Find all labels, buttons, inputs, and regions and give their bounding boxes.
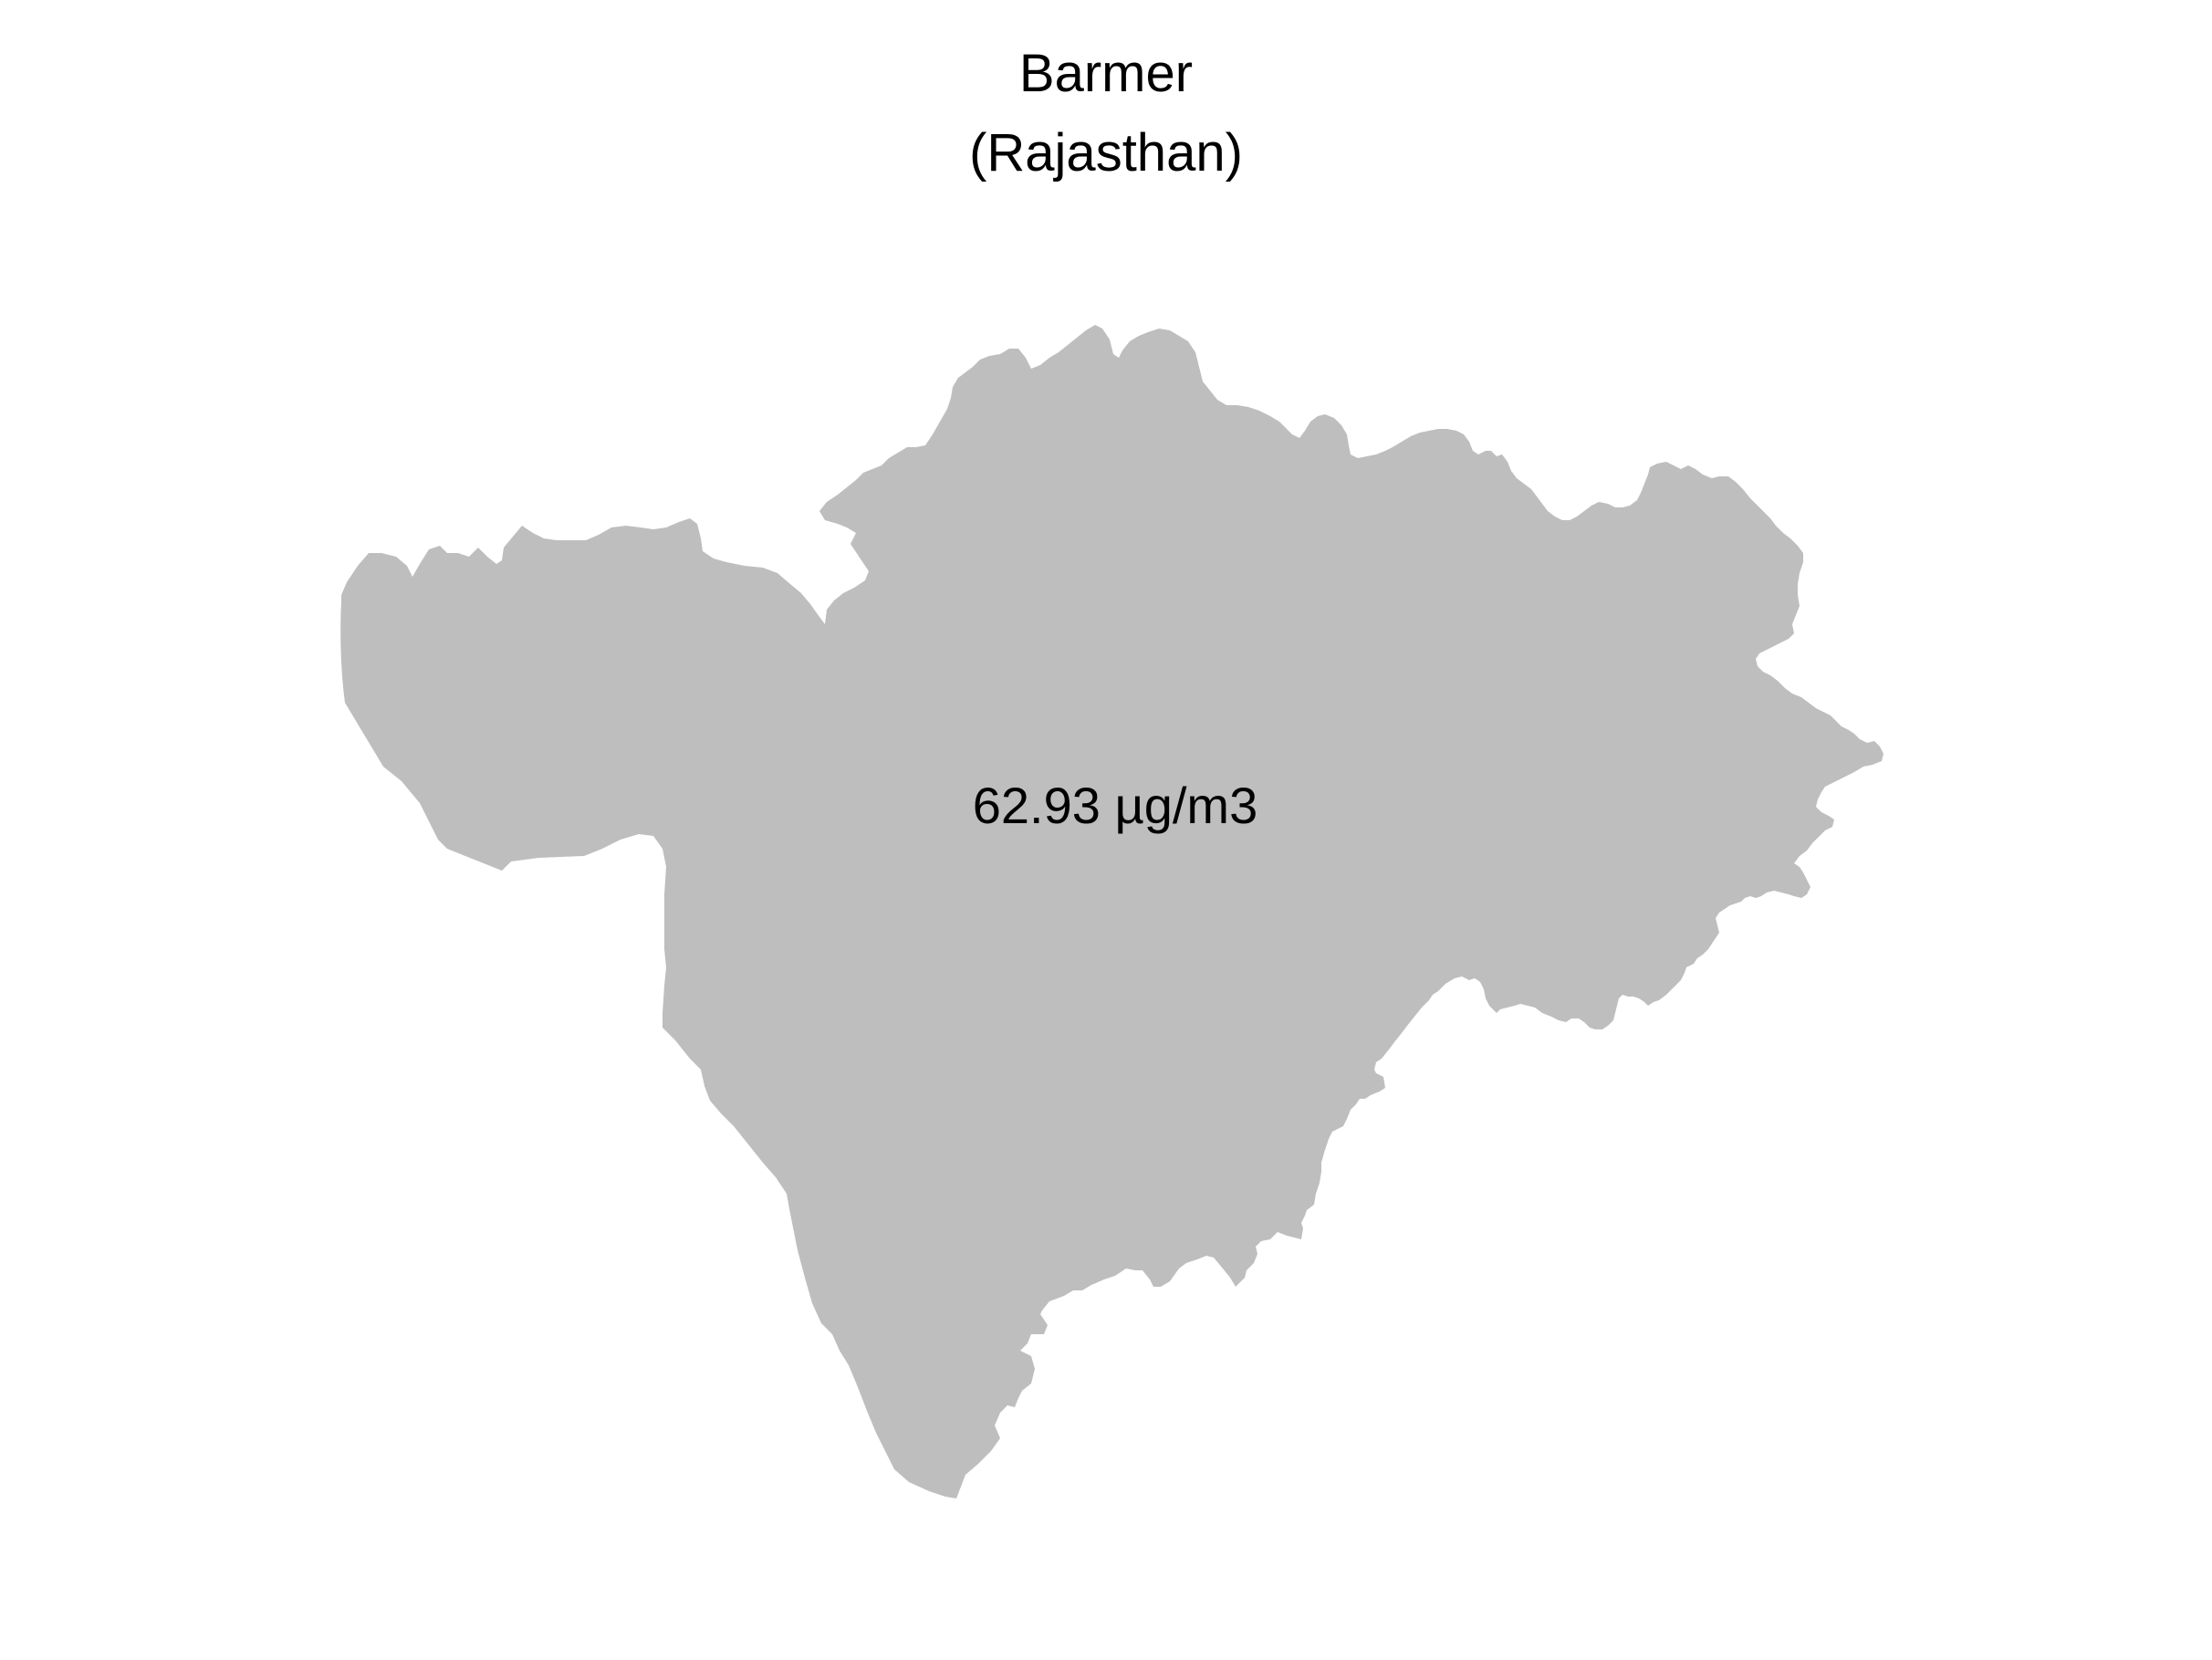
region-value-label: 62.93 µg/m3	[973, 777, 1257, 834]
barmer-district-shape	[340, 325, 1884, 1498]
map-title: Barmer	[1018, 44, 1194, 103]
map-subtitle: (Rajasthan)	[969, 123, 1243, 183]
